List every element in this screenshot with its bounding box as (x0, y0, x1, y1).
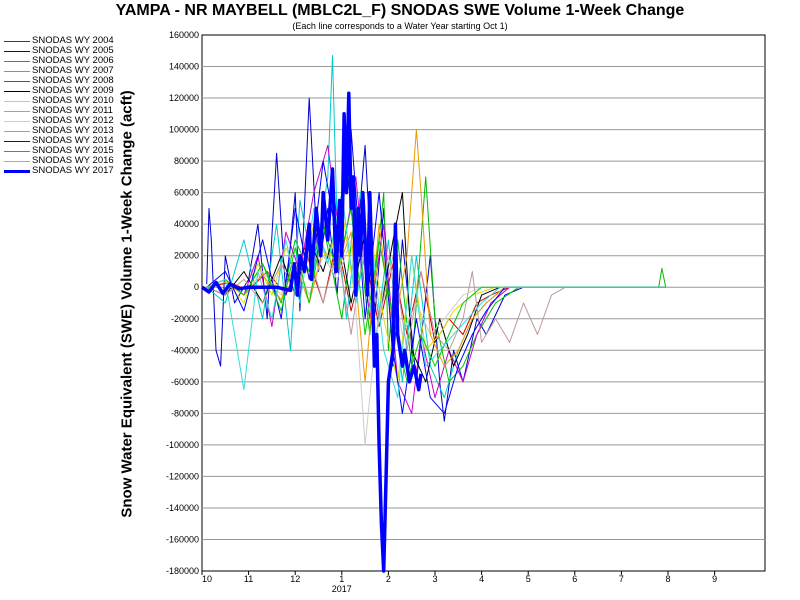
legend-item: SNODAS WY 2008 (4, 76, 129, 86)
y-tick-label: 160000 (169, 30, 199, 40)
legend-item: SNODAS WY 2004 (4, 36, 129, 46)
x-tick-label: 9 (712, 574, 717, 584)
legend-item: SNODAS WY 2013 (4, 126, 129, 136)
legend-swatch (4, 100, 30, 102)
y-tick-label: 80000 (174, 156, 199, 166)
legend-item: SNODAS WY 2017 (4, 166, 129, 176)
x-tick-label: 12 (290, 574, 300, 584)
y-tick-label: -120000 (166, 471, 199, 481)
series-line-snodas-wy-2017 (201, 91, 423, 573)
legend-item: SNODAS WY 2007 (4, 66, 129, 76)
x-tick-label: 8 (665, 574, 670, 584)
y-tick-label: -20000 (171, 314, 199, 324)
y-tick-label: -40000 (171, 345, 199, 355)
legend-swatch (4, 150, 30, 152)
legend-swatch (4, 110, 30, 112)
y-tick-label: 100000 (169, 125, 199, 135)
y-tick-label: 0 (194, 282, 199, 292)
legend-item: SNODAS WY 2014 (4, 136, 129, 146)
legend-label: SNODAS WY 2005 (32, 45, 114, 56)
legend-label: SNODAS WY 2010 (32, 95, 114, 106)
y-tick-label: -100000 (166, 440, 199, 450)
y-tick-label: 140000 (169, 62, 199, 72)
x-tick-label: 7 (619, 574, 624, 584)
x-tick-label: 1 (339, 574, 344, 584)
legend-item: SNODAS WY 2015 (4, 146, 129, 156)
legend-label: SNODAS WY 2011 (32, 105, 113, 116)
legend-label: SNODAS WY 2016 (32, 155, 114, 166)
legend-item: SNODAS WY 2010 (4, 96, 129, 106)
y-tick-label: -180000 (166, 566, 199, 576)
series-line-snodas-wy-2015 (206, 207, 666, 383)
y-tick-label: 120000 (169, 93, 199, 103)
legend-swatch (4, 120, 30, 122)
legend-item: SNODAS WY 2012 (4, 116, 129, 126)
legend-swatch (4, 80, 30, 82)
x-tick-label: 3 (432, 574, 437, 584)
legend-item: SNODAS WY 2016 (4, 156, 129, 166)
legend-item: SNODAS WY 2006 (4, 56, 129, 66)
y-tick-label: 40000 (174, 219, 199, 229)
y-tick-label: 20000 (174, 251, 199, 261)
x-tick-label: 10 (202, 574, 212, 584)
chart-title: YAMPA - NR MAYBELL (MBLC2L_F) SNODAS SWE… (115, 2, 685, 19)
legend-item: SNODAS WY 2011 (4, 106, 129, 116)
y-tick-label: 60000 (174, 188, 199, 198)
x-tick-label: 11 (244, 574, 253, 584)
y-tick-label: -160000 (166, 534, 199, 544)
x-tick-label: 5 (526, 574, 531, 584)
chart-legend: SNODAS WY 2004 SNODAS WY 2005 SNODAS WY 20… (4, 36, 129, 176)
legend-swatch (4, 169, 30, 173)
y-tick-label: -60000 (171, 377, 199, 387)
plot-frame (201, 34, 766, 572)
legend-swatch (4, 40, 30, 42)
legend-swatch (4, 50, 30, 52)
legend-swatch (4, 60, 30, 62)
legend-label: SNODAS WY 2008 (32, 75, 114, 86)
y-tick-label: -140000 (166, 503, 199, 513)
legend-label: SNODAS WY 2017 (32, 165, 114, 176)
legend-label: SNODAS WY 2014 (32, 135, 114, 146)
legend-label: SNODAS WY 2015 (32, 145, 114, 156)
legend-item: SNODAS WY 2009 (4, 86, 129, 96)
legend-swatch (4, 70, 30, 72)
x-tick-label: 6 (572, 574, 577, 584)
legend-label: SNODAS WY 2009 (32, 85, 114, 96)
series-line-snodas-wy-2014 (206, 129, 666, 414)
y-tick-label: -80000 (171, 408, 199, 418)
x-tick-label: 4 (479, 574, 484, 584)
x-year-label: 2017 (332, 584, 352, 594)
legend-swatch (4, 140, 30, 142)
legend-swatch (4, 90, 30, 92)
x-tick-label: 2 (386, 574, 391, 584)
legend-swatch (4, 130, 30, 132)
legend-swatch (4, 160, 30, 162)
chart-subtitle: (Each line corresponds to a Water Year s… (292, 21, 508, 31)
legend-label: SNODAS WY 2006 (32, 55, 114, 66)
legend-label: SNODAS WY 2013 (32, 125, 114, 136)
legend-label: SNODAS WY 2007 (32, 65, 114, 76)
legend-item: SNODAS WY 2005 (4, 46, 129, 56)
legend-label: SNODAS WY 2012 (32, 115, 114, 126)
legend-label: SNODAS WY 2004 (32, 35, 114, 46)
